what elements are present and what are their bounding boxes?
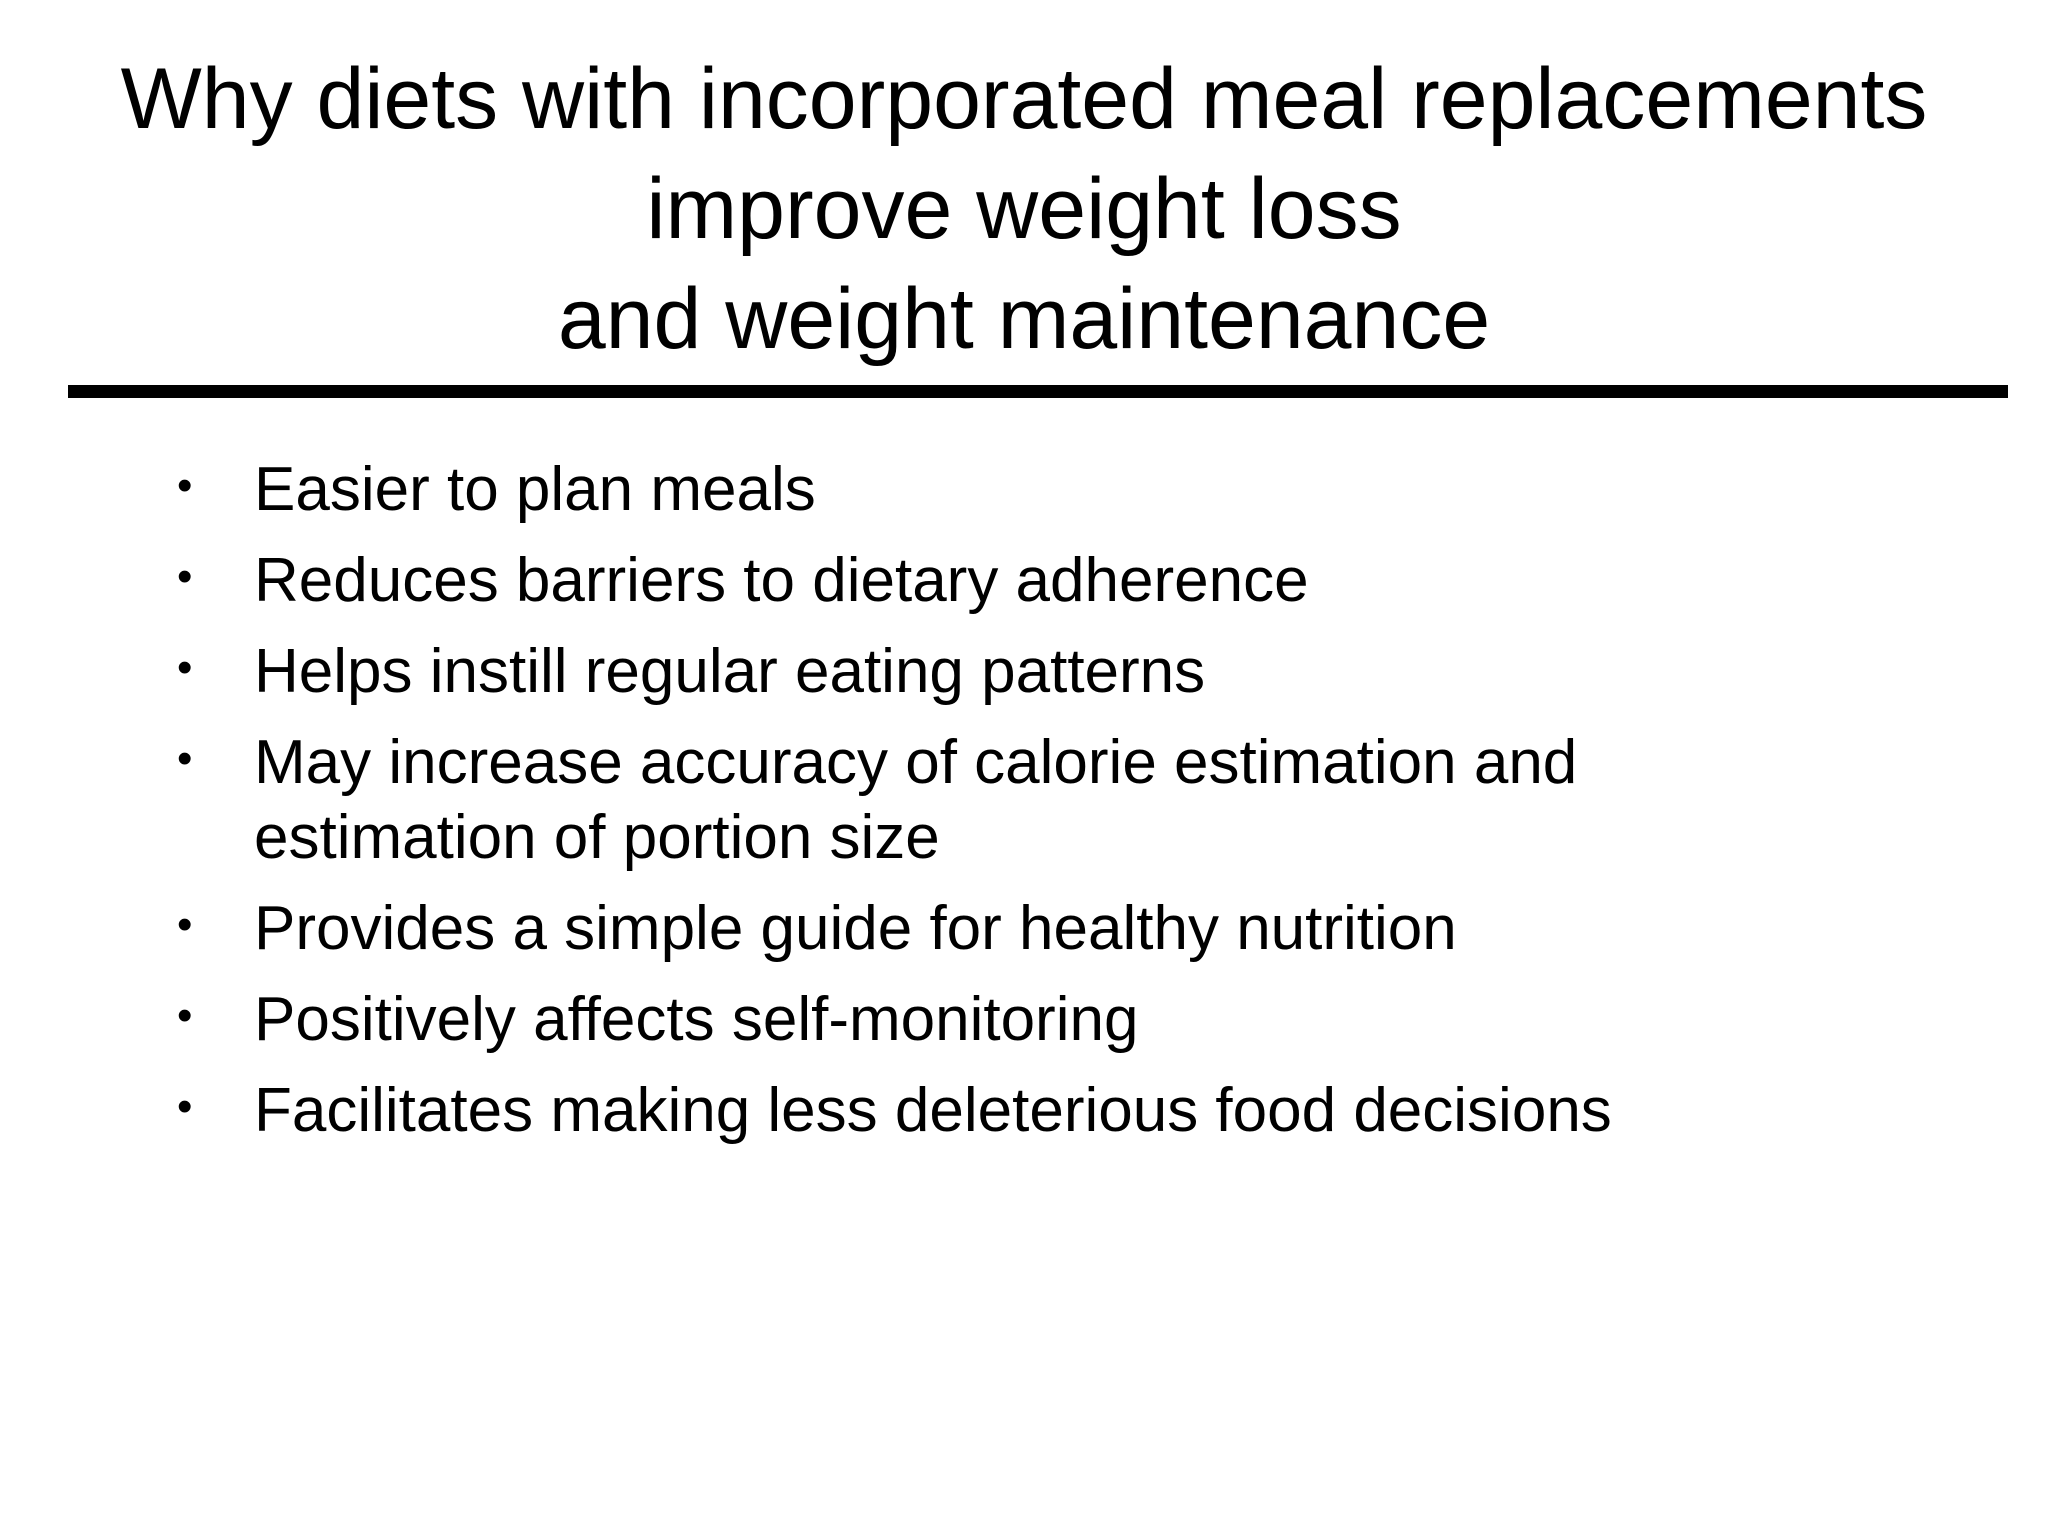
bullet-icon: • <box>177 643 193 692</box>
bullet-icon: • <box>177 734 193 783</box>
bullet-text: Positively affects self-monitoring <box>254 985 1139 1054</box>
title-line-2: improve weight loss <box>646 161 1402 257</box>
bullet-text: Facilitates making less deleterious food… <box>254 1076 1612 1145</box>
bullet-icon: • <box>177 552 193 601</box>
bullet-item-food-decisions: • Facilitates making less deleterious fo… <box>0 1073 2048 1148</box>
bullet-item-calorie-estimation: • May increase accuracy of calorie estim… <box>0 725 2048 875</box>
bullet-text: Reduces barriers to dietary adherence <box>254 546 1309 615</box>
bullet-text: Helps instill regular eating patterns <box>254 637 1206 706</box>
title-line-1: Why diets with incorporated meal replace… <box>120 51 1928 147</box>
bullet-list: • Easier to plan meals • Reduces barrier… <box>0 452 2048 1164</box>
bullet-icon: • <box>177 1082 193 1131</box>
bullet-text-continued: estimation of portion size <box>254 803 940 872</box>
title-line-3: and weight maintenance <box>557 271 1491 367</box>
bullet-item-regular-eating: • Helps instill regular eating patterns <box>0 634 2048 709</box>
bullet-item-nutrition-guide: • Provides a simple guide for healthy nu… <box>0 891 2048 966</box>
bullet-item-self-monitoring: • Positively affects self-monitoring <box>0 982 2048 1057</box>
slide-title: Why diets with incorporated meal replace… <box>40 44 2008 374</box>
bullet-icon: • <box>177 461 193 510</box>
bullet-item-plan-meals: • Easier to plan meals <box>0 452 2048 527</box>
bullet-icon: • <box>177 991 193 1040</box>
title-divider <box>68 385 2008 398</box>
bullet-icon: • <box>177 900 193 949</box>
bullet-item-reduces-barriers: • Reduces barriers to dietary adherence <box>0 543 2048 618</box>
bullet-text: Provides a simple guide for healthy nutr… <box>254 894 1457 963</box>
bullet-text: Easier to plan meals <box>254 455 816 524</box>
bullet-text: May increase accuracy of calorie estimat… <box>254 728 1578 797</box>
